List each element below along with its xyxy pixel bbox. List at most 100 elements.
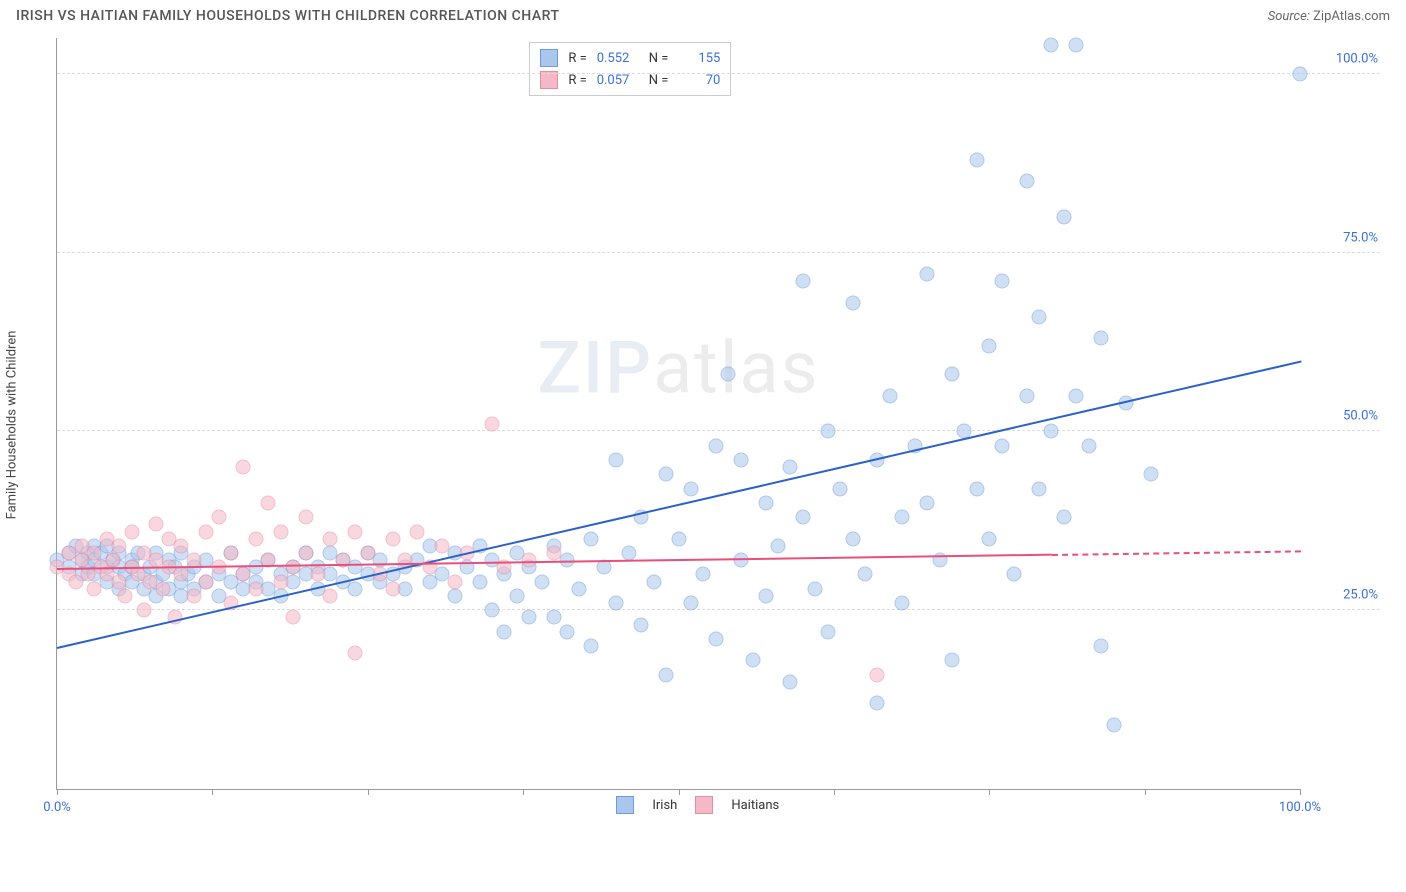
scatter-point — [770, 538, 785, 553]
scatter-point — [360, 545, 375, 560]
scatter-point — [808, 581, 823, 596]
scatter-point — [410, 524, 425, 539]
scatter-point — [634, 617, 649, 632]
scatter-point — [882, 388, 897, 403]
scatter-point — [298, 510, 313, 525]
scatter-point — [733, 453, 748, 468]
scatter-point — [348, 524, 363, 539]
x-tick — [834, 789, 835, 795]
scatter-point — [1019, 174, 1034, 189]
legend-n-value: 155 — [678, 51, 720, 66]
scatter-point — [485, 603, 500, 618]
legend-series: IrishHaitians — [616, 796, 779, 814]
scatter-point — [348, 646, 363, 661]
scatter-point — [969, 152, 984, 167]
scatter-point — [621, 545, 636, 560]
y-axis-label: Family Households with Children — [5, 331, 20, 520]
scatter-point — [1293, 66, 1308, 81]
watermark-part2: atlas — [653, 326, 820, 411]
scatter-point — [174, 538, 189, 553]
legend-swatch — [540, 49, 558, 67]
scatter-point — [795, 274, 810, 289]
watermark: ZIPatlas — [537, 326, 819, 411]
scatter-point — [895, 510, 910, 525]
scatter-point — [584, 531, 599, 546]
trendline — [1052, 550, 1301, 556]
scatter-point — [248, 531, 263, 546]
scatter-point — [870, 696, 885, 711]
scatter-point — [311, 567, 326, 582]
scatter-point — [211, 510, 226, 525]
scatter-point — [199, 574, 214, 589]
scatter-point — [149, 517, 164, 532]
x-tick — [57, 789, 58, 795]
gridline — [57, 430, 1380, 431]
scatter-point — [758, 495, 773, 510]
x-tick — [212, 789, 213, 795]
scatter-point — [155, 581, 170, 596]
scatter-point — [1143, 467, 1158, 482]
scatter-point — [572, 581, 587, 596]
watermark-part1: ZIP — [537, 326, 653, 411]
scatter-point — [87, 581, 102, 596]
scatter-point — [186, 588, 201, 603]
scatter-point — [447, 588, 462, 603]
legend-n-label: N = — [649, 51, 669, 66]
scatter-point — [1031, 481, 1046, 496]
scatter-point — [683, 481, 698, 496]
scatter-point — [1081, 438, 1096, 453]
scatter-point — [224, 545, 239, 560]
legend-r-label: R = — [568, 73, 586, 88]
y-tick-label: 100.0% — [1336, 51, 1378, 66]
scatter-point — [857, 567, 872, 582]
scatter-point — [920, 267, 935, 282]
scatter-point — [447, 574, 462, 589]
scatter-point — [559, 624, 574, 639]
scatter-point — [1007, 567, 1022, 582]
legend-series-label: Haitians — [731, 798, 779, 813]
scatter-point — [112, 574, 127, 589]
scatter-point — [609, 453, 624, 468]
x-tick — [989, 789, 990, 795]
scatter-point — [534, 574, 549, 589]
legend-stats-box: R =0.552N =155R =0.057N =70 — [529, 42, 731, 96]
scatter-point — [1094, 331, 1109, 346]
scatter-point — [584, 638, 599, 653]
scatter-point — [124, 524, 139, 539]
scatter-point — [547, 610, 562, 625]
scatter-point — [137, 603, 152, 618]
gridline — [57, 73, 1380, 74]
scatter-point — [944, 653, 959, 668]
x-tick-label: 100.0% — [1279, 800, 1321, 815]
scatter-point — [895, 596, 910, 611]
scatter-point — [323, 531, 338, 546]
scatter-point — [286, 610, 301, 625]
scatter-point — [609, 596, 624, 611]
scatter-point — [273, 574, 288, 589]
x-tick-label: 0.0% — [43, 800, 71, 815]
scatter-point — [1069, 38, 1084, 53]
scatter-point — [472, 574, 487, 589]
scatter-point — [982, 338, 997, 353]
scatter-point — [1044, 424, 1059, 439]
scatter-point — [298, 545, 313, 560]
scatter-point — [87, 545, 102, 560]
scatter-point — [323, 588, 338, 603]
scatter-point — [671, 531, 686, 546]
scatter-point — [509, 588, 524, 603]
scatter-point — [708, 438, 723, 453]
legend-r-value: 0.552 — [597, 51, 639, 66]
source-label: Source: — [1268, 9, 1310, 24]
chart-container: Family Households with Children ZIPatlas… — [48, 30, 1390, 820]
scatter-point — [1031, 309, 1046, 324]
scatter-point — [820, 624, 835, 639]
x-tick — [523, 789, 524, 795]
scatter-point — [385, 581, 400, 596]
scatter-point — [1056, 510, 1071, 525]
scatter-point — [708, 631, 723, 646]
scatter-point — [721, 367, 736, 382]
scatter-point — [820, 424, 835, 439]
scatter-point — [845, 295, 860, 310]
y-tick-label: 25.0% — [1343, 588, 1378, 603]
legend-n-value: 70 — [678, 73, 720, 88]
